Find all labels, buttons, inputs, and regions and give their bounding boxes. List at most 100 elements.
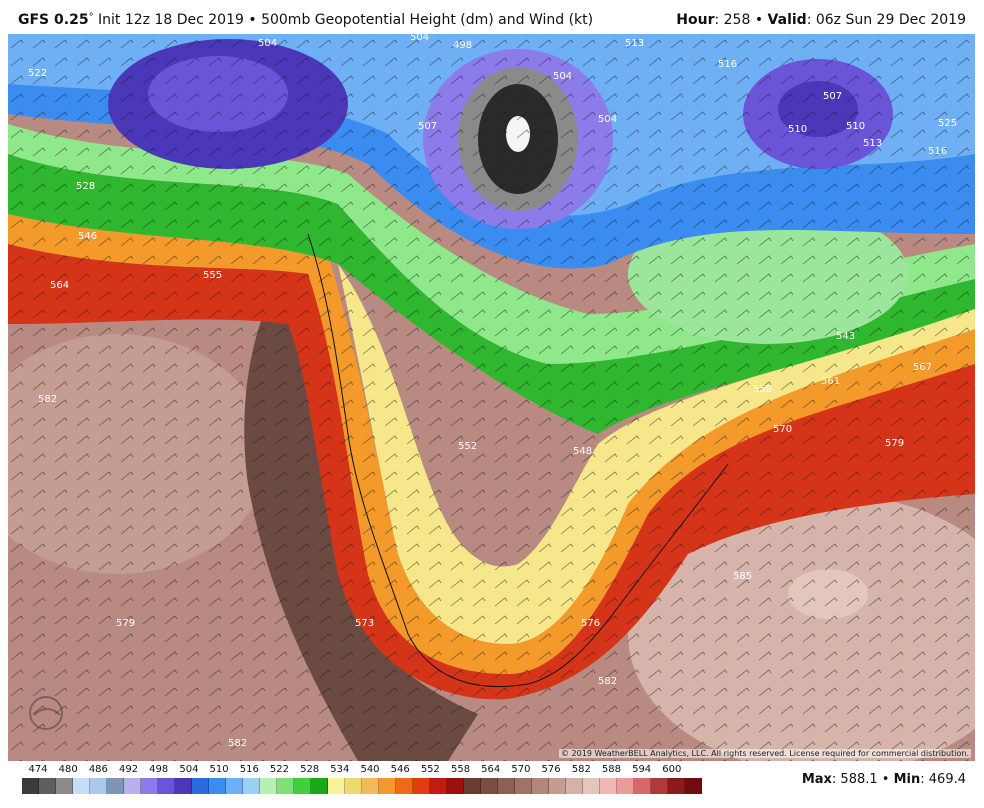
wind-barbs <box>8 34 975 761</box>
legend-swatch <box>685 778 702 794</box>
contour-label: 567 <box>913 362 932 373</box>
contour-label: 564 <box>50 280 69 291</box>
weatherbell-logo <box>26 693 116 733</box>
legend-swatch <box>243 778 260 794</box>
legend-swatch <box>311 778 328 794</box>
legend-swatch <box>192 778 209 794</box>
legend-label: 594 <box>632 764 652 775</box>
legend-swatch <box>430 778 447 794</box>
legend-label: 486 <box>88 764 108 775</box>
legend-label: 504 <box>179 764 199 775</box>
legend-label: 534 <box>330 764 350 775</box>
contour-label: 504 <box>258 38 277 49</box>
legend-swatch <box>549 778 566 794</box>
legend-swatch <box>39 778 56 794</box>
legend-swatch <box>464 778 481 794</box>
contour-label: 513 <box>625 38 644 49</box>
legend-label: 588 <box>601 764 621 775</box>
contour-labels: 504 504 498 513 516 507 504 510 513 516 522 507 510 5… <box>28 34 957 749</box>
legend-swatch <box>141 778 158 794</box>
contour-label: 582 <box>598 676 617 687</box>
contour-label: 510 <box>846 121 865 132</box>
contour-label: 513 <box>863 138 882 149</box>
contour-label: 516 <box>718 59 737 70</box>
legend-swatch <box>651 778 668 794</box>
contour-label: 555 <box>203 270 222 281</box>
header-title: GFS 0.25° Init 12z 18 Dec 2019 • 500mb G… <box>18 12 593 28</box>
contour-label: 525 <box>938 118 957 129</box>
color-legend: 474 480 486 492 498 504 510 516 522 528 534 540 546 5… <box>22 764 702 804</box>
contour-label: 510 <box>788 124 807 135</box>
legend-swatch <box>90 778 107 794</box>
legend-swatch <box>22 778 39 794</box>
legend-label: 516 <box>239 764 259 775</box>
contour-label: 561 <box>821 376 840 387</box>
contour-label: 576 <box>581 618 600 629</box>
contour-label: 507 <box>823 91 842 102</box>
legend-label: 498 <box>149 764 169 775</box>
legend-swatch <box>226 778 243 794</box>
legend-label: 522 <box>269 764 289 775</box>
bullet: • <box>248 12 257 28</box>
legend-label: 492 <box>118 764 139 775</box>
legend-labels: 474 480 486 492 498 504 510 516 522 528 534 540 546 5… <box>22 764 702 778</box>
legend-swatch <box>124 778 141 794</box>
legend-label: 510 <box>209 764 229 775</box>
legend-swatch <box>413 778 430 794</box>
contour-label: 570 <box>773 424 792 435</box>
contour-label: 504 <box>598 114 617 125</box>
contour-label: 558 <box>753 384 772 395</box>
degree-symbol: ° <box>88 12 94 23</box>
max-label: Max <box>801 772 832 787</box>
field-description: 500mb Geopotential Height (dm) and Wind … <box>261 12 594 28</box>
legend-swatch <box>447 778 464 794</box>
contour-label: 552 <box>458 441 477 452</box>
copyright-notice: © 2019 WeatherBELL Analytics, LLC. All r… <box>559 749 971 758</box>
legend-label: 552 <box>420 764 440 775</box>
legend-label: 528 <box>300 764 320 775</box>
legend-swatch <box>396 778 413 794</box>
legend-swatch <box>362 778 379 794</box>
field-stats: Max: 588.1 • Min: 469.4 <box>802 772 966 787</box>
legend-swatch <box>260 778 277 794</box>
legend-label: 576 <box>541 764 561 775</box>
legend-swatch <box>379 778 396 794</box>
legend-swatch <box>481 778 498 794</box>
legend-swatch <box>175 778 192 794</box>
legend-swatch <box>515 778 532 794</box>
contour-label: 582 <box>38 394 57 405</box>
model-name: GFS 0.25 <box>18 12 89 28</box>
map-header: GFS 0.25° Init 12z 18 Dec 2019 • 500mb G… <box>0 0 984 34</box>
valid-value: : 06z Sun 29 Dec 2019 <box>806 12 966 28</box>
init-time: Init 12z 18 Dec 2019 <box>98 12 244 28</box>
contour-label: 504 <box>410 34 429 43</box>
max-value: : 588.1 <box>831 772 878 787</box>
legend-swatch <box>277 778 294 794</box>
header-valid: Hour: 258 • Valid: 06z Sun 29 Dec 2019 <box>676 12 966 28</box>
legend-swatch <box>532 778 549 794</box>
valid-label: Valid <box>767 12 807 28</box>
contour-label: 516 <box>928 146 947 157</box>
contour-label: 582 <box>228 738 247 749</box>
weather-map: 504 504 498 513 516 507 504 510 513 516 522 507 510 5… <box>8 34 975 761</box>
legend-label: 480 <box>58 764 78 775</box>
legend-swatch <box>209 778 226 794</box>
legend-swatch <box>617 778 634 794</box>
contour-label: 498 <box>453 40 472 51</box>
height-contour-map: 504 504 498 513 516 507 504 510 513 516 522 507 510 5… <box>8 34 975 761</box>
legend-label: 582 <box>571 764 591 775</box>
legend-swatches <box>22 778 702 794</box>
legend-swatch <box>56 778 73 794</box>
min-label: Min <box>893 772 921 787</box>
bullet: • <box>881 772 890 787</box>
legend-swatch <box>294 778 311 794</box>
legend-swatch <box>107 778 124 794</box>
hour-label: Hour <box>676 12 715 28</box>
legend-swatch <box>158 778 175 794</box>
legend-label: 564 <box>481 764 501 775</box>
contour-label: 528 <box>76 181 95 192</box>
legend-swatch <box>634 778 651 794</box>
legend-label: 558 <box>450 764 471 775</box>
legend-label: 474 <box>28 764 48 775</box>
legend-swatch <box>345 778 362 794</box>
